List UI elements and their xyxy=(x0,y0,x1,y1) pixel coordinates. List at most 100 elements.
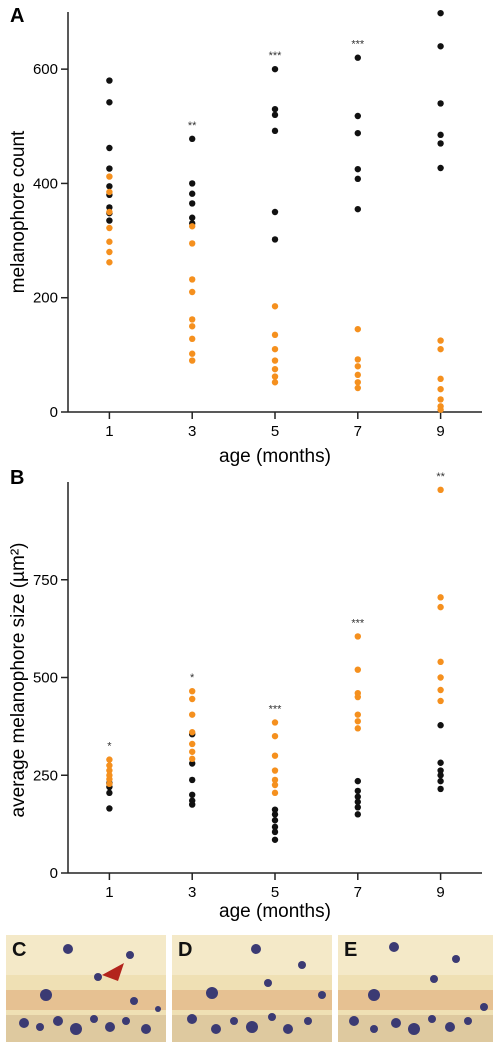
data-point-black xyxy=(437,140,444,147)
data-point-black xyxy=(437,722,444,729)
significance-label: *** xyxy=(351,39,365,51)
data-point-black xyxy=(271,811,279,818)
data-point-black xyxy=(189,776,196,784)
data-point-black xyxy=(437,777,444,785)
significance-label: ** xyxy=(188,120,197,132)
significance-label: *** xyxy=(269,703,283,715)
data-point-orange xyxy=(189,223,196,230)
data-point-orange xyxy=(354,693,361,701)
data-point-orange xyxy=(271,781,279,789)
data-point-orange xyxy=(437,345,444,353)
data-point-black xyxy=(189,791,196,798)
data-point-black xyxy=(437,772,444,779)
y-ticks-b: 0 250 500 750 xyxy=(33,572,68,882)
x-ticks-a: 1 3 5 7 9 xyxy=(105,412,445,440)
y-tick-label: 250 xyxy=(33,767,58,784)
significance-label: * xyxy=(107,741,112,753)
data-point-black xyxy=(437,759,444,766)
data-point-black xyxy=(437,785,444,793)
data-point-orange xyxy=(106,224,113,232)
data-point-orange xyxy=(437,594,444,601)
photo-panel-e: E xyxy=(338,935,493,1042)
y-tick-label: 400 xyxy=(33,175,58,192)
data-point-black xyxy=(354,165,361,173)
data-point-orange xyxy=(189,755,196,763)
data-point-black xyxy=(354,777,361,785)
data-point-black xyxy=(437,131,444,139)
significance-label: *** xyxy=(269,50,283,62)
y-tick-label: 0 xyxy=(50,865,58,882)
significance-b: ********** xyxy=(107,471,445,753)
data-point-orange xyxy=(437,385,444,393)
data-point-orange xyxy=(189,740,196,748)
photo-image-c xyxy=(6,935,166,1042)
data-point-orange xyxy=(271,732,279,740)
data-point-orange xyxy=(189,276,196,283)
data-point-black xyxy=(354,129,361,137)
significance-label: ** xyxy=(436,471,445,483)
data-point-orange xyxy=(189,240,196,247)
data-point-orange xyxy=(271,345,279,353)
data-point-orange xyxy=(189,350,196,357)
data-point-black xyxy=(437,100,444,107)
data-point-orange xyxy=(189,335,196,343)
data-point-orange xyxy=(106,775,113,783)
data-point-orange xyxy=(271,357,279,364)
data-point-orange xyxy=(354,379,361,386)
y-tick-label: 600 xyxy=(33,61,58,78)
data-point-black xyxy=(106,77,113,84)
data-point-black xyxy=(106,805,113,812)
data-point-orange xyxy=(271,373,279,380)
x-tick-label: 9 xyxy=(436,423,444,440)
data-points-b xyxy=(106,486,444,843)
y-tick-label: 0 xyxy=(50,404,58,421)
data-point-orange xyxy=(437,406,444,413)
data-point-orange xyxy=(354,371,361,379)
data-point-orange xyxy=(354,633,361,640)
data-point-black xyxy=(271,208,279,216)
data-point-black xyxy=(271,836,279,843)
data-point-black xyxy=(271,823,279,831)
data-point-black xyxy=(354,54,361,61)
data-point-black xyxy=(189,214,196,221)
data-point-black xyxy=(271,828,279,836)
data-point-orange xyxy=(354,325,361,333)
x-tick-label: 3 xyxy=(188,423,196,440)
x-axis-label-a: age (months) xyxy=(219,446,331,467)
data-point-black xyxy=(354,175,361,183)
x-tick-label: 5 xyxy=(271,423,279,440)
data-point-black xyxy=(354,798,361,806)
data-point-black xyxy=(106,99,113,106)
data-point-black xyxy=(271,817,279,824)
data-point-orange xyxy=(106,173,113,180)
data-point-orange xyxy=(189,323,196,330)
x-tick-label: 9 xyxy=(436,884,444,901)
data-point-orange xyxy=(271,719,279,726)
data-point-black xyxy=(271,105,279,113)
data-point-black xyxy=(189,190,196,197)
y-axis-label-a: melanophore count xyxy=(8,130,29,293)
data-point-orange xyxy=(437,674,444,681)
data-point-orange xyxy=(106,767,113,774)
data-point-black xyxy=(106,204,113,211)
data-points-a xyxy=(106,9,444,413)
data-point-orange xyxy=(271,303,279,310)
data-point-orange xyxy=(437,697,444,705)
photo-letter-c: C xyxy=(12,939,27,961)
data-point-orange xyxy=(437,337,444,344)
data-point-orange xyxy=(271,331,279,339)
y-ticks-a: 0 200 400 600 xyxy=(33,61,68,421)
data-point-orange xyxy=(271,767,279,774)
data-point-black xyxy=(271,127,279,135)
data-point-orange xyxy=(189,687,196,695)
significance-a: *********** xyxy=(188,0,448,132)
x-tick-label: 5 xyxy=(271,884,279,901)
significance-label: * xyxy=(190,672,195,684)
panel-b-letter: B xyxy=(10,467,24,489)
data-point-black xyxy=(189,200,196,207)
data-point-black xyxy=(189,135,196,143)
x-ticks-b: 1 3 5 7 9 xyxy=(105,873,445,901)
data-point-orange xyxy=(189,711,196,718)
data-point-orange xyxy=(437,396,444,403)
